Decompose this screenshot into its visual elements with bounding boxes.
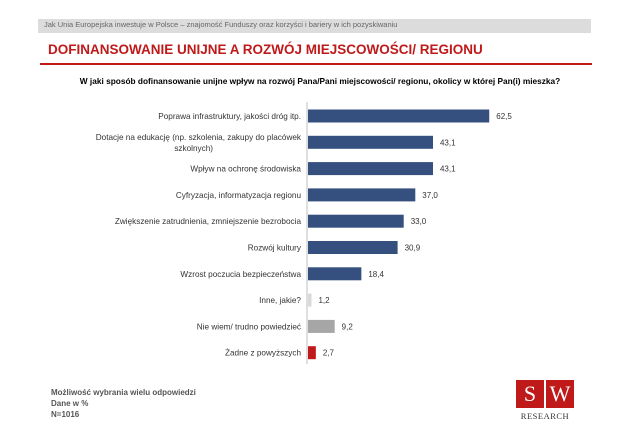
bar-8	[308, 319, 335, 333]
bar-6	[308, 267, 362, 281]
bar-7	[308, 293, 312, 307]
bar-3	[308, 188, 416, 202]
footer-note: Możliwość wybrania wielu odpowiedzi	[51, 388, 196, 397]
category-label-9: Żadne z powyższych	[225, 348, 301, 358]
value-label-6: 18,4	[368, 270, 384, 279]
bar-1	[308, 135, 433, 149]
value-label-3: 37,0	[422, 191, 438, 200]
page-title: DOFINANSOWANIE UNIJNE A ROZWÓJ MIEJSCOWO…	[48, 42, 483, 57]
footer-unit: Dane w %	[51, 399, 89, 408]
logo-text: RESEARCH	[520, 411, 570, 421]
category-label-7: Inne, jakie?	[259, 296, 301, 305]
value-label-9: 2,7	[323, 349, 335, 358]
value-label-2: 43,1	[440, 165, 456, 174]
bar-0	[308, 109, 490, 123]
value-label-8: 9,2	[342, 322, 354, 331]
footer-notes: Możliwość wybrania wielu odpowiedzi Dane…	[51, 387, 196, 420]
category-label-3: Cyfryzacja, informatyzacja regionu	[176, 191, 302, 200]
logo-letter-w: W	[546, 380, 574, 408]
breadcrumb: Jak Unia Europejska inwestuje w Polsce –…	[44, 20, 398, 29]
category-label-1-1: szkolnych)	[174, 144, 213, 153]
value-label-5: 30,9	[405, 244, 421, 253]
value-label-7: 1,2	[318, 296, 330, 305]
top-banner: Jak Unia Europejska inwestuje w Polsce –…	[38, 19, 591, 33]
bar-9	[308, 346, 316, 360]
sw-research-logo: S W RESEARCH	[514, 380, 576, 421]
category-label-8: Nie wiem/ trudno powiedzieć	[197, 322, 301, 331]
bar-4	[308, 214, 404, 228]
survey-question: W jaki sposób dofinansowanie unijne wpły…	[79, 76, 561, 86]
value-label-1: 43,1	[440, 138, 456, 147]
bar-5	[308, 241, 398, 254]
footer-sample: N=1016	[51, 410, 80, 419]
category-label-1-0: Dotacje na edukację (np. szkolenia, zaku…	[96, 133, 302, 142]
title-divider	[40, 63, 592, 65]
category-label-0: Poprawa infrastruktury, jakości dróg itp…	[158, 112, 301, 121]
value-label-0: 62,5	[496, 112, 512, 121]
logo-letter-s: S	[516, 380, 544, 408]
category-label-6: Wzrost poczucia bezpieczeństwa	[180, 270, 301, 279]
bar-2	[308, 162, 433, 176]
category-label-4: Zwiększenie zatrudnienia, zmniejszenie b…	[115, 217, 302, 226]
value-label-4: 33,0	[411, 217, 427, 226]
category-label-5: Rozwój kultury	[248, 244, 302, 253]
category-label-2: Wpływ na ochronę środowiska	[190, 165, 301, 174]
